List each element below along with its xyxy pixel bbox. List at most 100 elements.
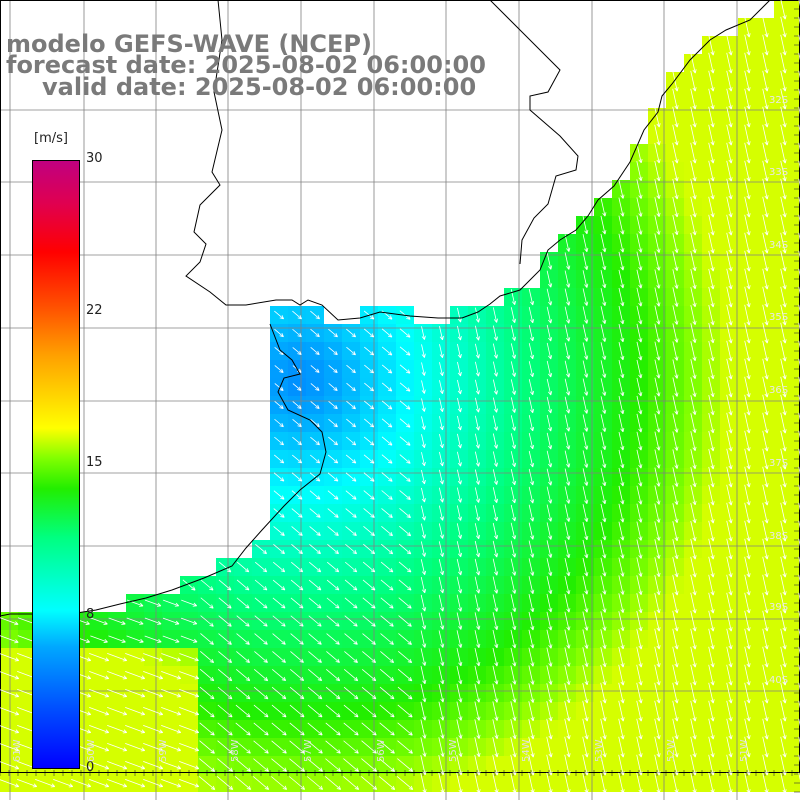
wind-arrow — [399, 490, 411, 500]
wind-arrow — [654, 233, 661, 253]
wind-arrow — [492, 772, 499, 794]
wind-arrow — [492, 665, 499, 685]
wind-arrow — [762, 268, 769, 290]
wind-arrow — [327, 490, 339, 500]
wind-arrow — [253, 740, 269, 754]
wind-arrow — [199, 704, 215, 718]
wind-arrow — [564, 360, 571, 378]
wind-arrow — [379, 758, 396, 772]
wind-arrow — [798, 268, 800, 277]
wind-arrow — [510, 576, 517, 594]
wind-arrow — [690, 502, 697, 524]
wind-arrow — [272, 561, 286, 573]
wind-arrow — [744, 700, 751, 722]
wind-arrow — [654, 377, 661, 397]
wind-arrow — [328, 418, 338, 428]
wind-arrow — [618, 736, 625, 758]
wind-arrow — [672, 467, 679, 487]
wind-arrow — [325, 704, 341, 718]
wind-arrow — [438, 594, 445, 612]
wind-arrow — [492, 487, 499, 504]
wind-arrow — [600, 521, 607, 541]
wind-arrow — [582, 718, 589, 740]
wind-arrow — [636, 467, 643, 487]
wind-arrow — [672, 377, 679, 397]
wind-arrow — [346, 364, 356, 374]
wind-arrow — [744, 16, 751, 38]
wind-arrow — [326, 561, 340, 573]
wind-arrow — [90, 635, 108, 643]
wind-arrow — [438, 648, 445, 667]
wind-arrow — [125, 653, 146, 662]
wind-arrow — [618, 754, 625, 776]
wind-arrow — [600, 557, 607, 577]
wind-arrow — [600, 432, 607, 450]
wind-arrow — [528, 415, 535, 432]
wind-arrow — [654, 305, 661, 325]
wind-arrow — [362, 579, 376, 591]
wind-arrow — [744, 772, 751, 794]
wind-arrow — [328, 346, 338, 356]
wind-arrow — [272, 651, 286, 663]
wind-arrow — [798, 196, 800, 205]
wind-arrow — [474, 540, 481, 558]
wind-arrow — [762, 358, 769, 380]
wind-arrow — [762, 394, 769, 416]
wind-arrow — [636, 664, 643, 686]
wind-arrow — [218, 579, 232, 591]
wind-arrow — [344, 597, 358, 609]
wind-arrow — [346, 382, 356, 392]
wind-arrow — [456, 487, 462, 503]
wind-arrow — [310, 347, 320, 356]
wind-arrow — [726, 106, 733, 128]
wind-arrow — [421, 344, 426, 358]
wind-arrow — [200, 597, 214, 609]
wind-arrow — [292, 347, 302, 355]
wind-arrow — [582, 664, 589, 686]
wind-arrow — [672, 449, 679, 469]
wind-arrow — [690, 269, 697, 290]
wind-arrow — [708, 232, 715, 254]
wind-arrow — [582, 700, 589, 722]
wind-arrow — [798, 718, 800, 727]
wind-arrow — [690, 196, 697, 218]
wind-arrow — [474, 719, 481, 739]
wind-arrow — [600, 629, 607, 650]
wind-arrow — [564, 665, 571, 686]
wind-arrow — [672, 215, 679, 236]
wind-arrow — [726, 718, 733, 740]
wind-arrow — [600, 233, 607, 253]
wind-arrow — [672, 664, 679, 686]
wind-arrow — [273, 508, 285, 518]
wind-arrow — [762, 538, 769, 560]
wind-arrow — [456, 541, 463, 558]
wind-arrow — [381, 436, 393, 446]
wind-arrow — [510, 736, 517, 758]
wind-arrow — [600, 593, 607, 613]
wind-arrow — [708, 196, 715, 218]
wind-arrow — [636, 323, 643, 343]
wind-arrow — [546, 522, 553, 540]
wind-arrow — [308, 651, 322, 663]
wind-arrow — [325, 758, 341, 772]
wind-arrow — [672, 251, 679, 271]
wind-arrow — [198, 776, 216, 790]
wind-arrow — [690, 754, 697, 776]
wind-arrow — [762, 250, 769, 272]
wind-arrow — [474, 469, 480, 485]
wind-arrow — [708, 736, 715, 758]
wind-arrow — [654, 124, 661, 146]
wind-arrow — [726, 646, 733, 668]
wind-arrow — [290, 651, 304, 663]
wind-arrow — [474, 325, 480, 341]
wind-arrow — [798, 322, 800, 331]
wind-arrow — [798, 178, 800, 187]
wind-arrow — [361, 722, 377, 736]
wind-arrow — [600, 251, 607, 271]
wind-arrow — [654, 160, 661, 182]
wind-arrow — [618, 269, 625, 289]
wind-arrow — [762, 664, 769, 686]
wind-arrow — [654, 736, 661, 758]
wind-arrow — [309, 561, 322, 573]
wind-arrow — [89, 653, 110, 662]
